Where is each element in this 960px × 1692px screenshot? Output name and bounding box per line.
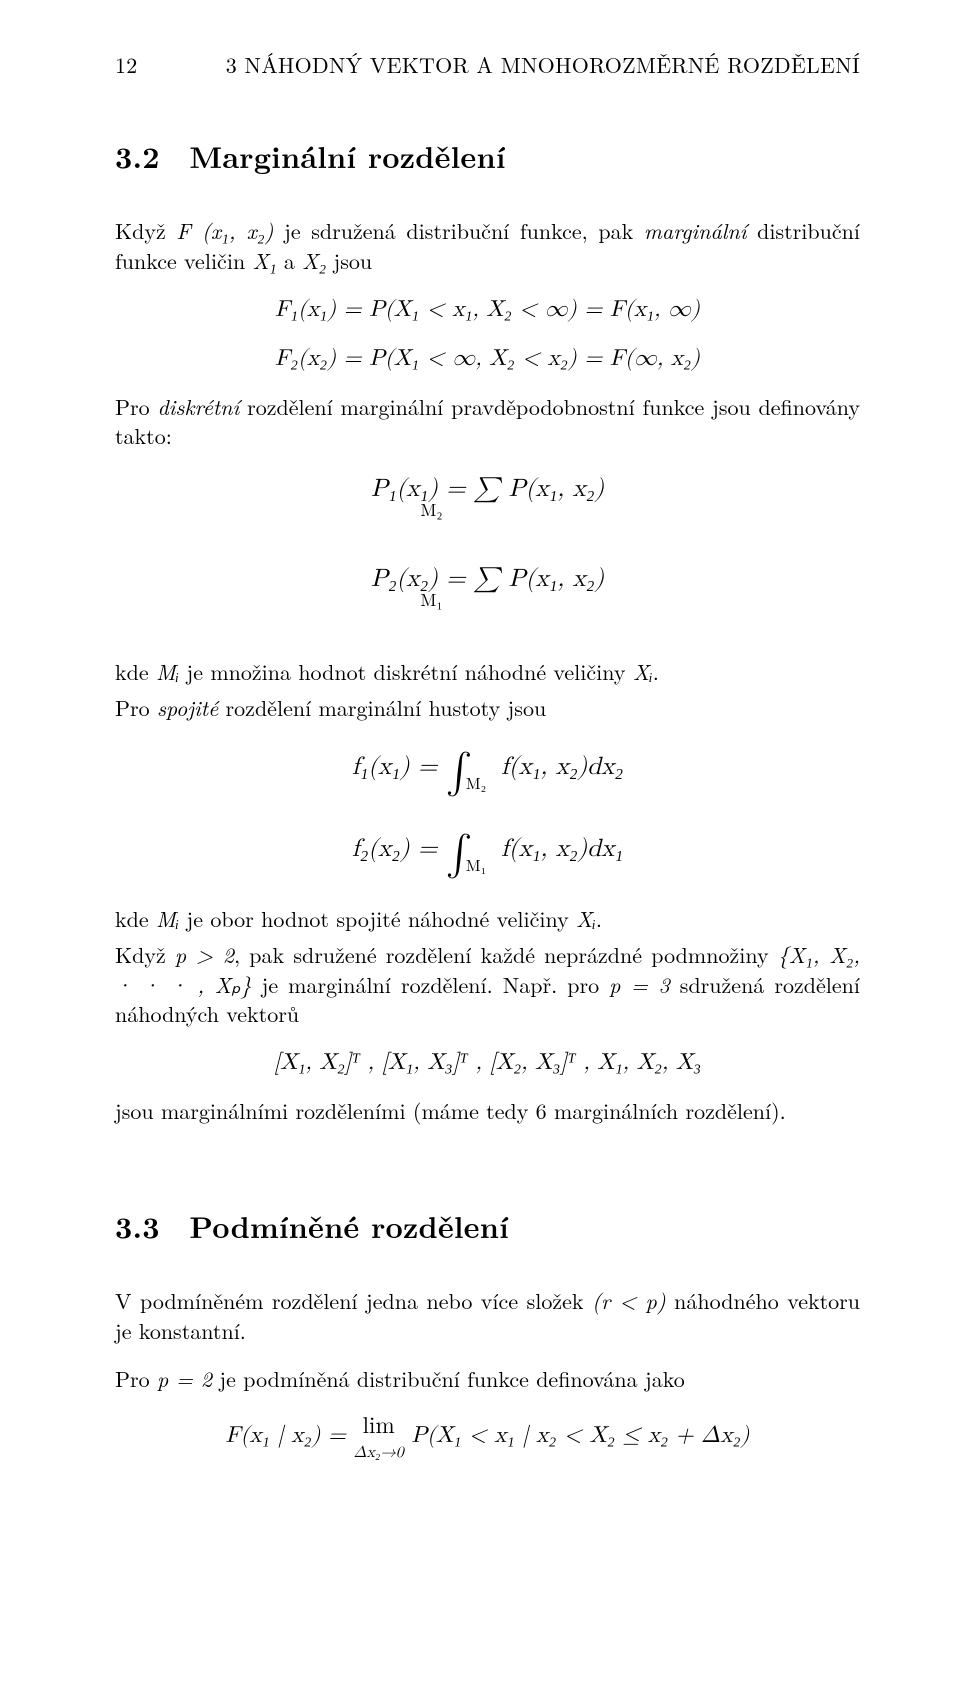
math-inline: p > 2 xyxy=(175,939,234,970)
running-head: 12 3 NÁHODNÝ VEKTOR A MNOHOROZMĚRNÉ ROZD… xyxy=(115,50,860,80)
math-inline: Mᵢ xyxy=(156,656,179,687)
math-inline: X₁ xyxy=(253,245,277,276)
text-frag: Pro xyxy=(115,391,157,422)
eq-lhs: F(x₁ | x₂) = xyxy=(226,1424,354,1447)
para-6-marginals: jsou marginálními rozděleními (máme tedy… xyxy=(115,1096,860,1126)
text-frag: a xyxy=(277,245,303,276)
para-discrete-intro: Pro diskrétní rozdělení marginální pravd… xyxy=(115,392,860,451)
eq-vectors: [X₁, X₂]ᵀ , [X₁, X₃]ᵀ , [X₂, X₃]ᵀ , X₁, … xyxy=(115,1047,860,1078)
text-frag: , pak sdružené rozdělení každé neprázdné… xyxy=(234,939,778,970)
section-number: 3.2 xyxy=(115,134,160,177)
math-inline: (r < p) xyxy=(592,1285,666,1316)
sum-subscript: M₁ xyxy=(420,593,442,610)
eq-f2: f₂(x₂) = ∫M₁ f(x₁, x₂)dx₁ xyxy=(115,822,860,886)
limit-op: lim xyxy=(354,1411,404,1442)
section-number: 3.3 xyxy=(115,1204,160,1247)
math-inline: X₂ xyxy=(302,245,326,276)
math-inline: Xᵢ xyxy=(576,903,596,934)
limit-sub: Δx₂→0 xyxy=(354,1443,404,1464)
math-inline: p = 2 xyxy=(157,1363,212,1394)
para-Mi-discrete: kde Mᵢ je množina hodnot diskrétní náhod… xyxy=(115,657,860,687)
text-frag: jsou xyxy=(326,245,372,276)
integral-subscript: M₂ xyxy=(466,777,487,793)
section-3-2-heading: 3.2 Marginální rozdělení xyxy=(115,136,860,177)
eq-F1: F₁(x₁) = P(X₁ < x₁, X₂ < ∞) = F(x₁, ∞) xyxy=(115,294,860,325)
text-frag: je obor hodnot spojité náhodné veličiny xyxy=(179,903,576,934)
eq-P1: P₁(x₁) = ∑ P(x₁, x₂) M₂ xyxy=(115,469,860,549)
eq-body: P₂(x₂) = ∑ P(x₁, x₂) xyxy=(371,566,604,591)
eq-rhs: f(x₁, x₂)dx₂ xyxy=(493,754,623,779)
text-frag: je podmíněná distribuční funkce definová… xyxy=(212,1363,685,1394)
para-continuous-intro: Pro spojité rozdělení marginální hustoty… xyxy=(115,693,860,723)
integral-subscript: M₁ xyxy=(466,859,487,875)
para-3-2-intro: Když F (x₁, x₂) je sdružená distribuční … xyxy=(115,216,860,275)
eq-body: P₁(x₁) = ∑ P(x₁, x₂) xyxy=(371,476,604,501)
text-frag: . xyxy=(596,903,602,934)
section-title: Podmíněné rozdělení xyxy=(189,1204,508,1247)
text-frag: Pro xyxy=(115,1363,157,1394)
math-inline: Xᵢ xyxy=(633,656,653,687)
section-title: Marginální rozdělení xyxy=(189,134,505,177)
term-discrete: diskrétní xyxy=(157,391,239,422)
math-inline: F (x₁, x₂) xyxy=(176,215,273,246)
para-3-3-intro: V podmíněném rozdělení jedna nebo více s… xyxy=(115,1286,860,1345)
text-frag: . xyxy=(653,656,659,687)
eq-rhs: P(X₁ < x₁ | x₂ < X₂ ≤ x₂ + Δx₂) xyxy=(404,1424,750,1447)
sum-subscript: M₂ xyxy=(420,503,442,520)
section-3-3-heading: 3.3 Podmíněné rozdělení xyxy=(115,1206,860,1247)
math-inline: Mᵢ xyxy=(156,903,179,934)
math-inline: p = 3 xyxy=(609,969,670,1000)
text-frag: Když xyxy=(115,939,175,970)
page-number: 12 xyxy=(115,50,137,80)
eq-rhs: f(x₁, x₂)dx₁ xyxy=(493,836,623,861)
limit: limΔx₂→0 xyxy=(354,1411,404,1463)
text-frag: Pro xyxy=(115,692,157,723)
text-frag: rozdělení marginální hustoty jsou xyxy=(218,692,546,723)
text-frag: V podmíněném rozdělení jedna nebo více s… xyxy=(115,1285,592,1316)
page: 12 3 NÁHODNÝ VEKTOR A MNOHOROZMĚRNÉ ROZD… xyxy=(0,0,960,1692)
eq-lhs: f₂(x₂) = xyxy=(352,836,446,861)
term-continuous: spojité xyxy=(157,692,218,723)
text-frag: je množina hodnot diskrétní náhodné veli… xyxy=(179,656,633,687)
text-frag: kde xyxy=(115,656,156,687)
para-p2: Pro p = 2 je podmíněná distribuční funkc… xyxy=(115,1364,860,1394)
text-frag: je sdružená distribuční funkce, pak xyxy=(274,215,644,246)
eq-f1: f₁(x₁) = ∫M₂ f(x₁, x₂)dx₂ xyxy=(115,740,860,804)
para-pgt2: Když p > 2, pak sdružené rozdělení každé… xyxy=(115,940,860,1029)
eq-P2: P₂(x₂) = ∑ P(x₁, x₂) M₁ xyxy=(115,559,860,639)
text-frag: Když xyxy=(115,215,176,246)
eq-conditional: F(x₁ | x₂) = limΔx₂→0 P(X₁ < x₁ | x₂ < X… xyxy=(115,1411,860,1463)
text-frag: je marginální rozdělení. Např. pro xyxy=(252,969,610,1000)
text-frag: kde xyxy=(115,903,156,934)
eq-lhs: f₁(x₁) = xyxy=(352,754,446,779)
running-title: 3 NÁHODNÝ VEKTOR A MNOHOROZMĚRNÉ ROZDĚLE… xyxy=(226,50,860,80)
para-Mi-cont: kde Mᵢ je obor hodnot spojité náhodné ve… xyxy=(115,904,860,934)
eq-F2: F₂(x₂) = P(X₁ < ∞, X₂ < x₂) = F(∞, x₂) xyxy=(115,343,860,374)
term-marginal: marginální xyxy=(644,215,747,246)
